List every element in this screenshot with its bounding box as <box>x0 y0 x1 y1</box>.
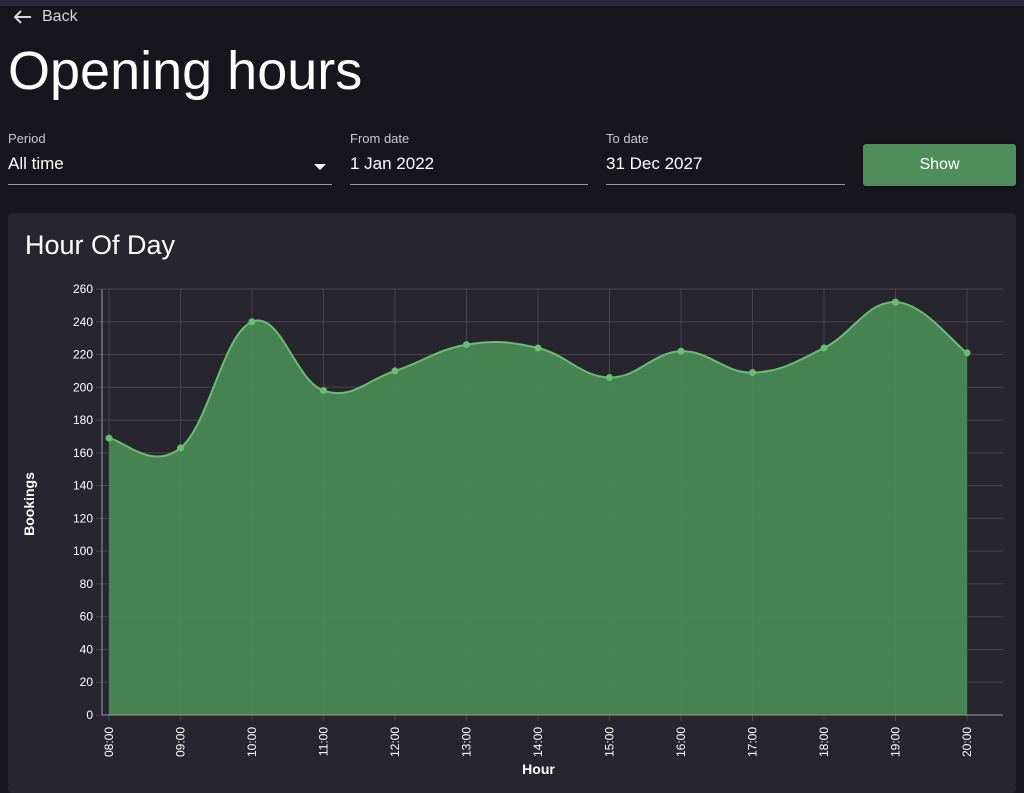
y-tick-label: 200 <box>73 380 93 394</box>
y-tick-label: 80 <box>80 577 94 591</box>
x-tick-label: 18:00 <box>817 727 831 757</box>
data-point <box>820 344 828 352</box>
y-tick-label: 140 <box>73 479 93 493</box>
data-point <box>677 347 685 355</box>
y-tick-label: 0 <box>86 708 93 722</box>
page-title: Opening hours <box>8 41 363 101</box>
x-tick-label: 13:00 <box>460 727 474 757</box>
x-tick-label: 14:00 <box>531 727 545 757</box>
x-tick-label: 20:00 <box>960 727 974 757</box>
from-date-underline <box>350 184 588 185</box>
bookings-area <box>109 302 967 715</box>
chart-title: Hour Of Day <box>25 230 176 260</box>
data-point <box>892 298 899 306</box>
period-underline <box>8 184 332 185</box>
to-date-label: To date <box>606 131 649 146</box>
x-tick-label: 11:00 <box>317 727 331 756</box>
y-tick-label: 40 <box>80 642 94 656</box>
data-point <box>749 369 756 377</box>
y-tick-label: 100 <box>73 544 93 558</box>
from-date-label: From date <box>350 131 410 146</box>
x-tick-label: 17:00 <box>746 727 760 757</box>
period-label: Period <box>8 131 46 146</box>
period-value: All time <box>8 154 64 173</box>
show-button[interactable]: Show <box>863 144 1016 186</box>
x-tick-label: 08:00 <box>102 727 116 757</box>
from-date-field[interactable]: From date <box>350 131 588 185</box>
data-point <box>177 444 184 452</box>
data-point <box>248 318 256 326</box>
y-tick-label: 180 <box>73 413 93 427</box>
x-tick-label: 12:00 <box>388 727 402 757</box>
x-tick-label: 15:00 <box>603 727 617 757</box>
arrow-left-icon <box>14 10 31 24</box>
y-tick-label: 260 <box>73 282 93 296</box>
y-tick-label: 160 <box>73 446 93 460</box>
data-point <box>534 344 542 352</box>
y-tick-label: 120 <box>73 511 93 525</box>
x-tick-label: 09:00 <box>174 727 188 757</box>
hour-of-day-chart: 0 20 40 60 80 100 120 140 160 180 200 220 240 260 08:0… <box>21 282 1003 777</box>
from-date-input[interactable] <box>350 154 588 174</box>
data-point <box>963 349 971 357</box>
y-tick-label: 20 <box>80 675 94 689</box>
x-tick-label: 19:00 <box>889 727 903 757</box>
back-label: Back <box>42 8 78 25</box>
period-select[interactable]: Period All time <box>8 131 332 185</box>
data-point <box>391 367 399 375</box>
chart-card: Hour Of Day 0 20 40 60 80 100 120 140 160 180 200 2… <box>8 213 1016 793</box>
dropdown-caret-icon <box>314 164 326 170</box>
y-tick-label: 240 <box>73 315 93 329</box>
data-point <box>105 434 113 442</box>
back-link[interactable]: Back <box>14 6 78 28</box>
data-point <box>606 373 613 381</box>
to-date-field[interactable]: To date <box>606 131 845 185</box>
x-tick-label: 16:00 <box>674 727 688 757</box>
data-point <box>320 387 327 395</box>
top-bar <box>0 0 1024 6</box>
y-axis-title: Bookings <box>21 472 37 536</box>
data-point <box>463 341 470 349</box>
to-date-underline <box>606 184 845 185</box>
x-axis-title: Hour <box>522 761 555 777</box>
y-tick-label: 220 <box>73 348 93 362</box>
x-tick-label: 10:00 <box>245 727 259 757</box>
y-tick-label: 60 <box>80 610 94 624</box>
to-date-input[interactable] <box>606 154 845 174</box>
